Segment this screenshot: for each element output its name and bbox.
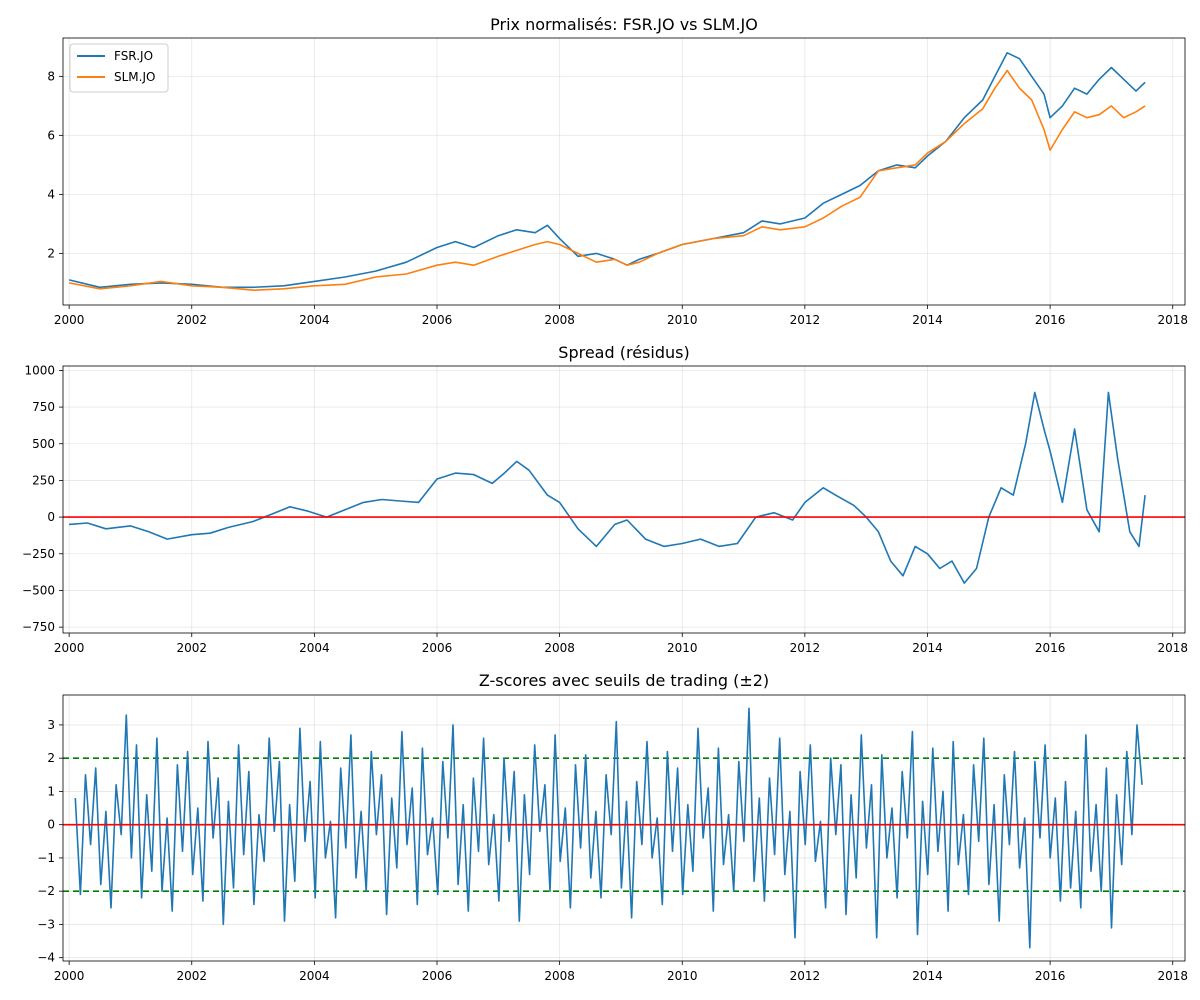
x-tick-label: 2018 (1157, 641, 1188, 655)
legend-label-fsr: FSR.JO (114, 49, 153, 63)
x-tick-label: 2012 (790, 969, 821, 983)
y-axis-ticks-zscores: −4 −3 −2 −1 0 1 2 3 (37, 718, 63, 965)
y-tick-label: −2 (37, 884, 55, 898)
x-tick-label: 2014 (912, 641, 943, 655)
y-axis-ticks-spread: −750 −500 −250 0 250 500 750 1000 (22, 363, 63, 634)
x-axis-ticks-prices: 2000 2002 2004 2006 2008 2010 2012 2014 2016 2018 (54, 305, 1188, 327)
series-prices (68, 51, 1146, 292)
x-tick-label: 2000 (54, 969, 85, 983)
y-tick-label: −1 (37, 851, 55, 865)
y-tick-label: 250 (32, 473, 55, 487)
axes-frame-zscores (62, 694, 1186, 962)
x-tick-label: 2006 (422, 641, 453, 655)
x-tick-label: 2008 (544, 969, 575, 983)
x-tick-label: 2006 (422, 969, 453, 983)
x-tick-label: 2002 (176, 313, 207, 327)
x-tick-label: 2008 (544, 313, 575, 327)
legend: FSR.JO SLM.JO (69, 43, 169, 93)
chart-title-zscores: Z-scores avec seuils de trading (±2) (479, 671, 769, 690)
series-zscores (74, 707, 1143, 949)
x-tick-label: 2018 (1157, 313, 1188, 327)
chart-title-spread: Spread (résidus) (558, 343, 689, 362)
x-tick-label: 2000 (54, 313, 85, 327)
y-tick-label: −3 (37, 917, 55, 931)
x-tick-label: 2004 (299, 313, 330, 327)
y-tick-label: 8 (47, 69, 55, 83)
panel-normalized-prices: Prix normalisés: FSR.JO vs SLM.JO 2000 20… (47, 15, 1188, 327)
y-tick-label: 4 (47, 187, 55, 201)
panel-spread: Spread (résidus) 2000 2002 2004 2006 2008 201… (22, 343, 1188, 655)
y-tick-label: 500 (32, 437, 55, 451)
x-tick-label: 2008 (544, 641, 575, 655)
x-tick-label: 2002 (176, 641, 207, 655)
x-tick-label: 2010 (667, 641, 698, 655)
y-tick-label: 1000 (24, 363, 55, 377)
x-tick-label: 2016 (1035, 313, 1066, 327)
y-tick-label: −500 (22, 583, 55, 597)
y-tick-label: −4 (37, 951, 55, 965)
series-line-prices-1 (68, 69, 1146, 292)
y-tick-label: 1 (47, 784, 55, 798)
panel-zscores: Z-scores avec seuils de trading (±2) 200… (37, 671, 1188, 983)
chart-title-prices: Prix normalisés: FSR.JO vs SLM.JO (490, 15, 758, 34)
x-tick-label: 2014 (912, 969, 943, 983)
grid-prices (63, 38, 1185, 305)
x-axis-ticks-spread: 2000 2002 2004 2006 2008 2010 2012 2014 2016 2018 (54, 633, 1188, 655)
x-axis-ticks-zscores: 2000 2002 2004 2006 2008 2010 2012 2014 2016 2018 (54, 961, 1188, 983)
y-tick-label: 3 (47, 718, 55, 732)
x-tick-label: 2006 (422, 313, 453, 327)
y-tick-label: 0 (47, 510, 55, 524)
x-tick-label: 2018 (1157, 969, 1188, 983)
axes-frame-prices (62, 37, 1186, 306)
y-tick-label: 2 (47, 751, 55, 765)
y-tick-label: −750 (22, 620, 55, 634)
legend-label-slm: SLM.JO (114, 70, 155, 84)
x-tick-label: 2004 (299, 969, 330, 983)
series-line-zscores-0 (74, 707, 1143, 949)
y-tick-label: 750 (32, 400, 55, 414)
x-tick-label: 2012 (790, 313, 821, 327)
x-tick-label: 2014 (912, 313, 943, 327)
y-tick-label: 2 (47, 246, 55, 260)
x-tick-label: 2010 (667, 313, 698, 327)
axes-frame-spread (62, 365, 1186, 634)
y-tick-label: −250 (22, 547, 55, 561)
x-tick-label: 2012 (790, 641, 821, 655)
x-tick-label: 2016 (1035, 969, 1066, 983)
x-tick-label: 2004 (299, 641, 330, 655)
series-line-prices-0 (68, 51, 1146, 289)
x-tick-label: 2016 (1035, 641, 1066, 655)
series-spread (69, 391, 1146, 584)
series-line-spread-0 (69, 391, 1146, 584)
y-axis-ticks-prices: 2 4 6 8 (47, 69, 63, 260)
y-tick-label: 6 (47, 128, 55, 142)
y-tick-label: 0 (47, 818, 55, 832)
x-tick-label: 2002 (176, 969, 207, 983)
x-tick-label: 2000 (54, 641, 85, 655)
x-tick-label: 2010 (667, 969, 698, 983)
